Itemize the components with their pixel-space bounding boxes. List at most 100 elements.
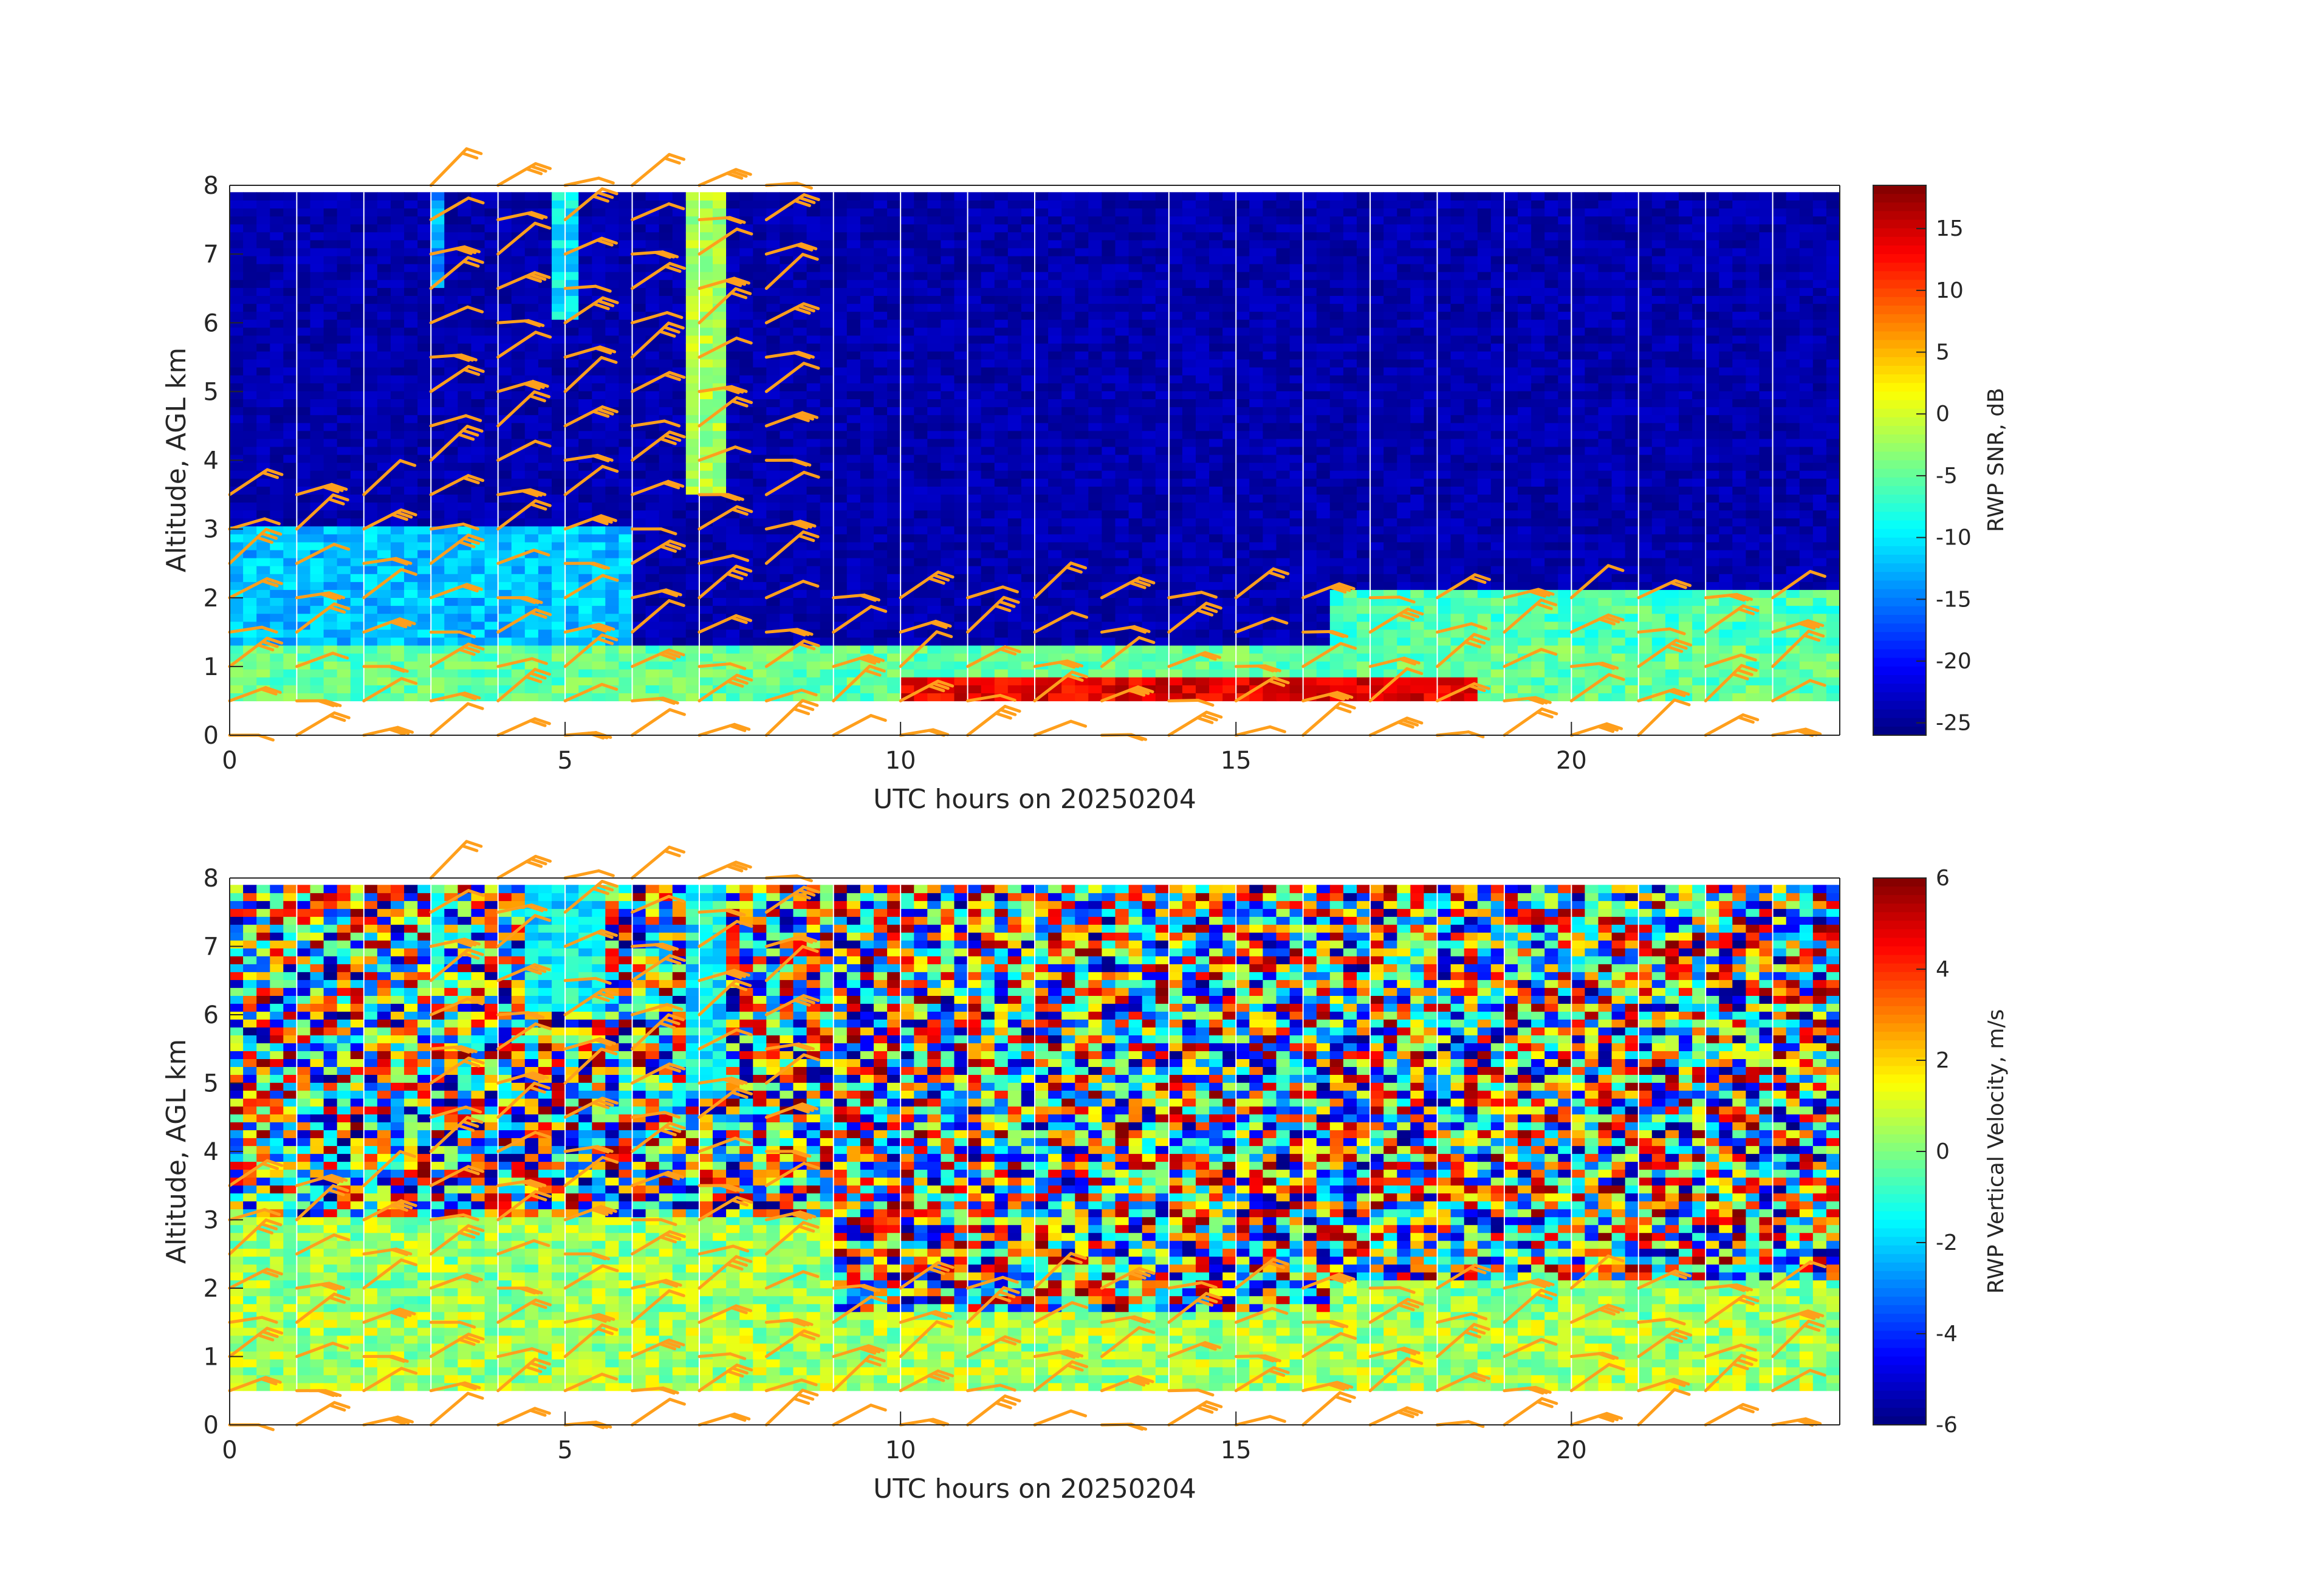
heatmap-cell [391, 343, 405, 352]
heatmap-cell [753, 566, 767, 574]
heatmap-cell [230, 518, 244, 527]
heatmap-cell [1007, 613, 1022, 622]
heatmap-cell [283, 494, 297, 503]
heatmap-cell [753, 621, 767, 630]
heatmap-cell [565, 645, 579, 654]
heatmap-cell [874, 677, 888, 685]
heatmap-cell [605, 311, 619, 320]
heatmap-cell [310, 558, 324, 566]
heatmap-cell [283, 645, 297, 654]
heatmap-cell [994, 247, 1009, 256]
heatmap-cell [538, 247, 552, 256]
heatmap-cell [900, 574, 914, 582]
heatmap-cell [524, 414, 539, 424]
heatmap-cell [404, 383, 418, 391]
heatmap-cell [1182, 510, 1196, 519]
heatmap-cell [846, 264, 861, 272]
heatmap-cell [1182, 327, 1196, 336]
heatmap-cell [1182, 438, 1196, 447]
heatmap-cell [672, 351, 687, 360]
heatmap-cell [833, 446, 848, 455]
heatmap-cell [941, 693, 955, 702]
heatmap-cell [484, 256, 499, 264]
heatmap-cell [471, 295, 485, 304]
heatmap-cell [645, 239, 660, 249]
heatmap-cell [350, 558, 365, 566]
heatmap-cell [524, 558, 539, 566]
heatmap-cell [1155, 256, 1170, 264]
heatmap-cell [713, 693, 727, 702]
heatmap-cell [296, 645, 311, 654]
heatmap-cell [833, 494, 848, 503]
heatmap-cell [860, 574, 874, 582]
heatmap-cell [914, 430, 928, 439]
heatmap-cell [994, 502, 1009, 511]
heatmap-cell [833, 272, 848, 280]
heatmap-cell [1182, 549, 1196, 558]
heatmap-cell [578, 526, 592, 535]
heatmap-cell [1196, 391, 1210, 399]
heatmap-cell [967, 566, 982, 574]
heatmap-cell [927, 200, 941, 209]
heatmap-cell [243, 669, 257, 677]
heatmap-cell [1222, 462, 1236, 471]
heatmap-cell [887, 359, 901, 368]
heatmap-cell [954, 541, 968, 551]
heatmap-cell [1196, 295, 1210, 304]
heatmap-cell [860, 685, 874, 693]
heatmap-cell [230, 478, 244, 487]
heatmap-cell [1182, 470, 1196, 479]
heatmap-cell [1048, 502, 1062, 511]
heatmap-cell [1196, 232, 1210, 241]
heatmap-cell [350, 637, 365, 646]
heatmap-cell [833, 605, 848, 614]
heatmap-cell [833, 533, 848, 543]
heatmap-cell [524, 661, 539, 670]
heatmap-cell [739, 438, 753, 447]
heatmap-cell [632, 375, 646, 383]
heatmap-cell [1115, 574, 1129, 582]
heatmap-cell [1115, 247, 1129, 256]
heatmap-cell [954, 446, 968, 455]
heatmap-cell [350, 256, 365, 264]
heatmap-cell [1048, 264, 1062, 272]
heatmap-cell [833, 422, 848, 431]
heatmap-cell [363, 414, 378, 424]
heatmap-cell [1222, 518, 1236, 527]
heatmap-cell [753, 391, 767, 399]
heatmap-cell [552, 685, 566, 693]
heatmap-cell [1007, 438, 1022, 447]
heatmap-cell [685, 383, 700, 391]
heatmap-cell [1115, 319, 1129, 328]
heatmap-cell [941, 208, 955, 217]
heatmap-cell [1249, 287, 1263, 296]
heatmap-cell [1048, 597, 1062, 606]
heatmap-cell [524, 685, 539, 693]
heatmap-cell [659, 581, 673, 590]
heatmap-cell [1263, 327, 1277, 336]
heatmap-cell [391, 470, 405, 479]
heatmap-cell [753, 541, 767, 551]
heatmap-cell [283, 319, 297, 328]
heatmap-cell [806, 232, 821, 241]
heatmap-cell [860, 303, 874, 312]
heatmap-cell [565, 256, 579, 264]
heatmap-cell [927, 287, 941, 296]
heatmap-cell [484, 192, 499, 201]
heatmap-cell [739, 264, 753, 272]
heatmap-cell [270, 247, 284, 256]
heatmap-cell [846, 558, 861, 566]
heatmap-cell [552, 414, 566, 424]
heatmap-cell [363, 200, 378, 209]
heatmap-cell [632, 359, 646, 368]
heatmap-cell [444, 280, 458, 288]
heatmap-cell [1128, 549, 1143, 558]
heatmap-cell [552, 343, 566, 352]
heatmap-cell [981, 224, 995, 233]
heatmap-cell [1021, 693, 1035, 702]
heatmap-cell [887, 399, 901, 408]
heatmap-cell [1102, 669, 1116, 677]
heatmap-cell [1035, 391, 1049, 399]
heatmap-cell [619, 518, 633, 527]
heatmap-cell [458, 589, 472, 598]
